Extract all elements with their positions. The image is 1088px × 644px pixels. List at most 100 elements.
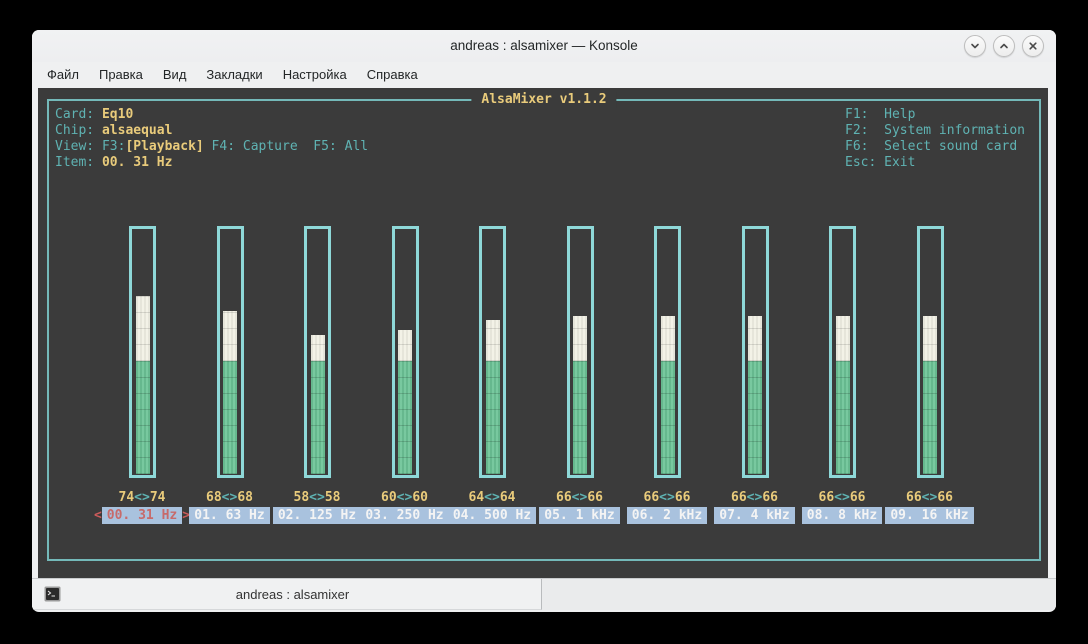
volume-bar[interactable] [479, 226, 506, 478]
value-left: 66 [556, 490, 572, 505]
menu-item-view[interactable]: Вид [162, 67, 187, 82]
bar-fill-white [485, 320, 500, 361]
item-value: 00. 31 Hz [101, 155, 173, 170]
channel-values: 74<>74 [98, 490, 186, 506]
bar-fill-white [660, 316, 675, 361]
alsamixer-title: AlsaMixer v1.1.2 [471, 92, 617, 108]
volume-bar[interactable] [216, 226, 244, 478]
bar-fill-white [310, 335, 325, 361]
volume-bar[interactable] [741, 226, 769, 478]
tab-andreas-alsamixer[interactable]: andreas : alsamixer [32, 579, 542, 610]
tab-bar: andreas : alsamixer [32, 578, 1056, 610]
menu-item-file[interactable]: Файл [47, 67, 79, 82]
chevron-down-icon [969, 40, 981, 52]
alsamixer-border-box: AlsaMixer v1.1.2 [47, 92, 1041, 561]
value-separator: <> [571, 490, 588, 505]
value-left: 64 [468, 490, 485, 505]
value-separator: <> [659, 490, 675, 505]
channel-7: 66<>66 07. 4 kHz [711, 226, 799, 526]
channel-values: 66<>66 [536, 490, 624, 506]
channel-8: 66<>66 08. 8 kHz [798, 226, 886, 526]
menu-item-bookmarks[interactable]: Закладки [206, 67, 263, 82]
close-icon [1027, 40, 1039, 52]
value-right: 58 [324, 490, 341, 505]
channel-label: 09. 16 kHz [885, 507, 974, 524]
channel-label-text: 00. 31 Hz [101, 507, 183, 524]
value-left: 66 [731, 490, 747, 505]
channel-label: 04. 500 Hz [447, 507, 537, 524]
menu-item-help[interactable]: Справка [366, 67, 418, 82]
value-separator: <> [921, 490, 938, 505]
selection-marker-right: > [182, 508, 191, 523]
value-left: 74 [118, 490, 135, 505]
channel-label-text: 05. 1 kHz [539, 507, 620, 524]
channel-6: 66<>66 06. 2 kHz [623, 226, 711, 526]
volume-bar[interactable] [916, 226, 944, 478]
bar-fill-green [310, 361, 325, 474]
channel-values: 66<>66 [623, 490, 711, 506]
terminal-icon [44, 586, 61, 602]
channel-values: 66<>66 [711, 490, 799, 506]
value-separator: <> [746, 490, 763, 505]
bar-fill-green [135, 361, 150, 474]
volume-bar[interactable] [829, 226, 856, 478]
channel-label: 05. 1 kHz [536, 507, 624, 524]
channel-label-text: 07. 4 kHz [714, 507, 795, 524]
close-button[interactable] [1022, 35, 1044, 57]
volume-bar[interactable] [304, 226, 331, 478]
titlebar[interactable]: andreas : alsamixer — Konsole [32, 30, 1056, 62]
card-value: Eq10 [101, 107, 134, 122]
help-esc: Esc: Exit [845, 155, 916, 170]
bar-fill-white [135, 296, 150, 361]
bar-fill-green [660, 361, 675, 474]
volume-bar[interactable] [391, 226, 419, 478]
value-separator: <> [221, 490, 238, 505]
channel-label-text: 01. 63 Hz [189, 507, 270, 524]
channel-values: 58<>58 [273, 490, 361, 506]
channel-label: 08. 8 kHz [798, 507, 886, 524]
bar-fill-green [398, 361, 412, 474]
card-row: Card: Eq10 [55, 107, 134, 122]
channel-values: 66<>66 [798, 490, 886, 506]
value-left: 60 [381, 490, 397, 505]
channel-label-text: 03. 250 Hz [360, 507, 449, 524]
channel-5: 66<>66 05. 1 kHz [536, 226, 624, 526]
bar-fill-green [835, 361, 850, 474]
channel-9: 66<>66 09. 16 kHz [885, 226, 974, 526]
volume-bar[interactable] [654, 226, 681, 478]
channel-3: 60<>60 03. 250 Hz [360, 226, 449, 526]
channel-label-text: 09. 16 kHz [885, 507, 974, 524]
value-separator: <> [309, 490, 325, 505]
help-f6: F6: Select sound card [845, 139, 1018, 154]
bar-fill-green [573, 361, 587, 474]
tab-label: andreas : alsamixer [235, 586, 350, 602]
chip-value: alsaequal [101, 123, 173, 138]
channel-values: 64<>64 [448, 490, 536, 506]
channel-values: 66<>66 [886, 490, 974, 506]
value-right: 74 [149, 490, 166, 505]
value-left: 66 [643, 490, 660, 505]
maximize-button[interactable] [993, 35, 1015, 57]
bar-fill-white [748, 316, 762, 361]
help-f2: F2: System information [845, 123, 1026, 138]
terminal-view[interactable]: AlsaMixer v1.1.2 Card: Eq10 Chip: alsaeq… [38, 88, 1048, 578]
item-row: Item: 00. 31 Hz [55, 155, 173, 170]
value-left: 68 [206, 490, 222, 505]
menu-item-edit[interactable]: Правка [98, 67, 143, 82]
channel-4: 64<>64 04. 500 Hz [447, 226, 537, 526]
volume-bar[interactable] [129, 226, 156, 478]
window-title: andreas : alsamixer — Konsole [450, 38, 638, 53]
menubar: Файл Правка Вид Закладки Настройка Справка [32, 62, 1056, 88]
value-right: 68 [237, 490, 253, 505]
channel-2: 58<>58 02. 125 Hz [272, 226, 362, 526]
channel-0: 74<>74 <00. 31 Hz > [94, 226, 190, 526]
channel-label: 03. 250 Hz [360, 507, 449, 524]
channel-label-text: 06. 2 kHz [626, 507, 708, 524]
value-right: 64 [499, 490, 516, 505]
minimize-button[interactable] [964, 35, 986, 57]
volume-bar[interactable] [566, 226, 594, 478]
value-right: 66 [762, 490, 778, 505]
value-right: 66 [937, 490, 953, 505]
menu-item-settings[interactable]: Настройка [282, 67, 347, 82]
